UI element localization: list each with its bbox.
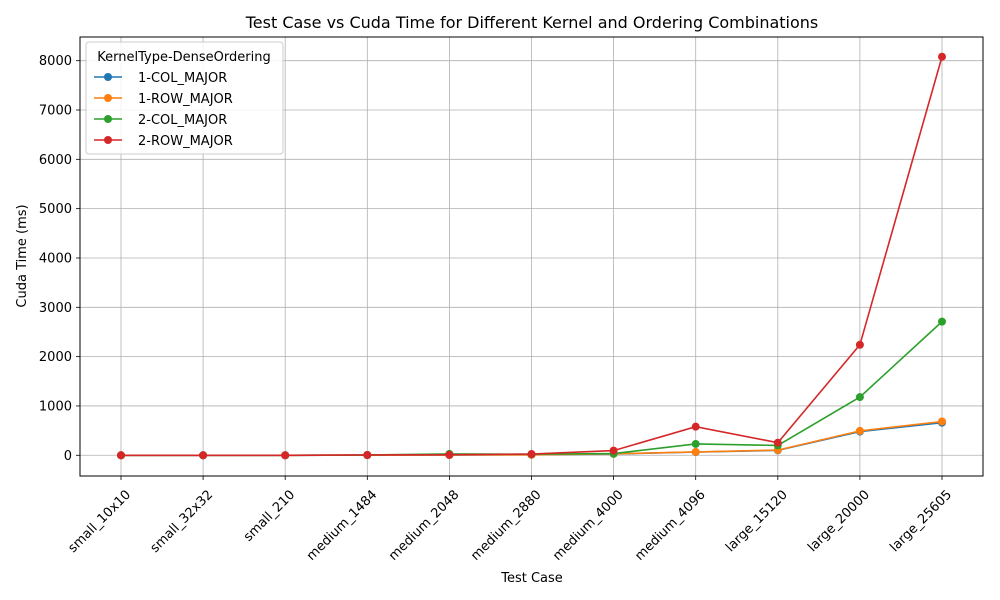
legend-item: 1-ROW_MAJOR: [94, 92, 233, 107]
data-point: [938, 417, 946, 426]
y-tick-label: 6000: [39, 153, 72, 168]
legend-label: 2-COL_MAJOR: [138, 113, 227, 128]
legend-item: 2-COL_MAJOR: [94, 113, 227, 128]
legend: KernelType-DenseOrdering 1-COL_MAJOR 1-RO…: [85, 41, 284, 155]
legend-label: 2-ROW_MAJOR: [138, 134, 233, 149]
y-axis: 0 1000 2000 3000 4000 5000 6000 7000 8000: [39, 54, 80, 464]
legend-marker: [104, 136, 112, 144]
data-point: [691, 422, 700, 431]
legend-label: 1-ROW_MAJOR: [138, 92, 233, 107]
chart-title: Test Case vs Cuda Time for Different Ker…: [245, 13, 819, 32]
y-tick-label: 3000: [39, 301, 72, 316]
legend-box: [85, 41, 284, 155]
data-point: [855, 426, 864, 435]
x-axis-label: Test Case: [500, 571, 563, 586]
data-point: [691, 439, 700, 448]
data-point: [691, 447, 700, 456]
data-point: [199, 451, 208, 460]
legend-marker: [104, 115, 112, 123]
legend-items: 1-COL_MAJOR 1-ROW_MAJOR 2-COL_MAJOR 2-ROW_M…: [94, 71, 233, 149]
data-point: [363, 450, 372, 459]
legend-item: 1-COL_MAJOR: [94, 71, 227, 86]
legend-marker: [104, 73, 112, 81]
legend-title: KernelType-DenseOrdering: [97, 50, 270, 65]
data-point: [445, 450, 454, 459]
data-point: [117, 451, 125, 460]
data-point: [938, 52, 946, 61]
y-tick-label: 1000: [39, 399, 72, 414]
series-group: [117, 52, 946, 460]
data-point: [855, 393, 864, 402]
legend-item: 2-ROW_MAJOR: [94, 134, 233, 149]
series-2-row-major: [117, 52, 946, 460]
y-tick-label: 5000: [39, 202, 72, 217]
y-tick-label: 7000: [39, 104, 72, 119]
y-axis-label: Cuda Time (ms): [15, 204, 30, 307]
y-tick-label: 2000: [39, 350, 72, 365]
data-point: [527, 450, 536, 459]
legend-marker: [104, 94, 112, 102]
data-point: [855, 340, 864, 349]
legend-label: 1-COL_MAJOR: [138, 71, 227, 86]
y-tick-label: 0: [64, 449, 72, 464]
y-tick-label: 8000: [39, 54, 72, 69]
y-tick-label: 4000: [39, 251, 72, 266]
data-point: [938, 317, 946, 326]
data-point: [609, 446, 618, 455]
data-point: [773, 438, 782, 447]
data-point: [281, 451, 290, 460]
